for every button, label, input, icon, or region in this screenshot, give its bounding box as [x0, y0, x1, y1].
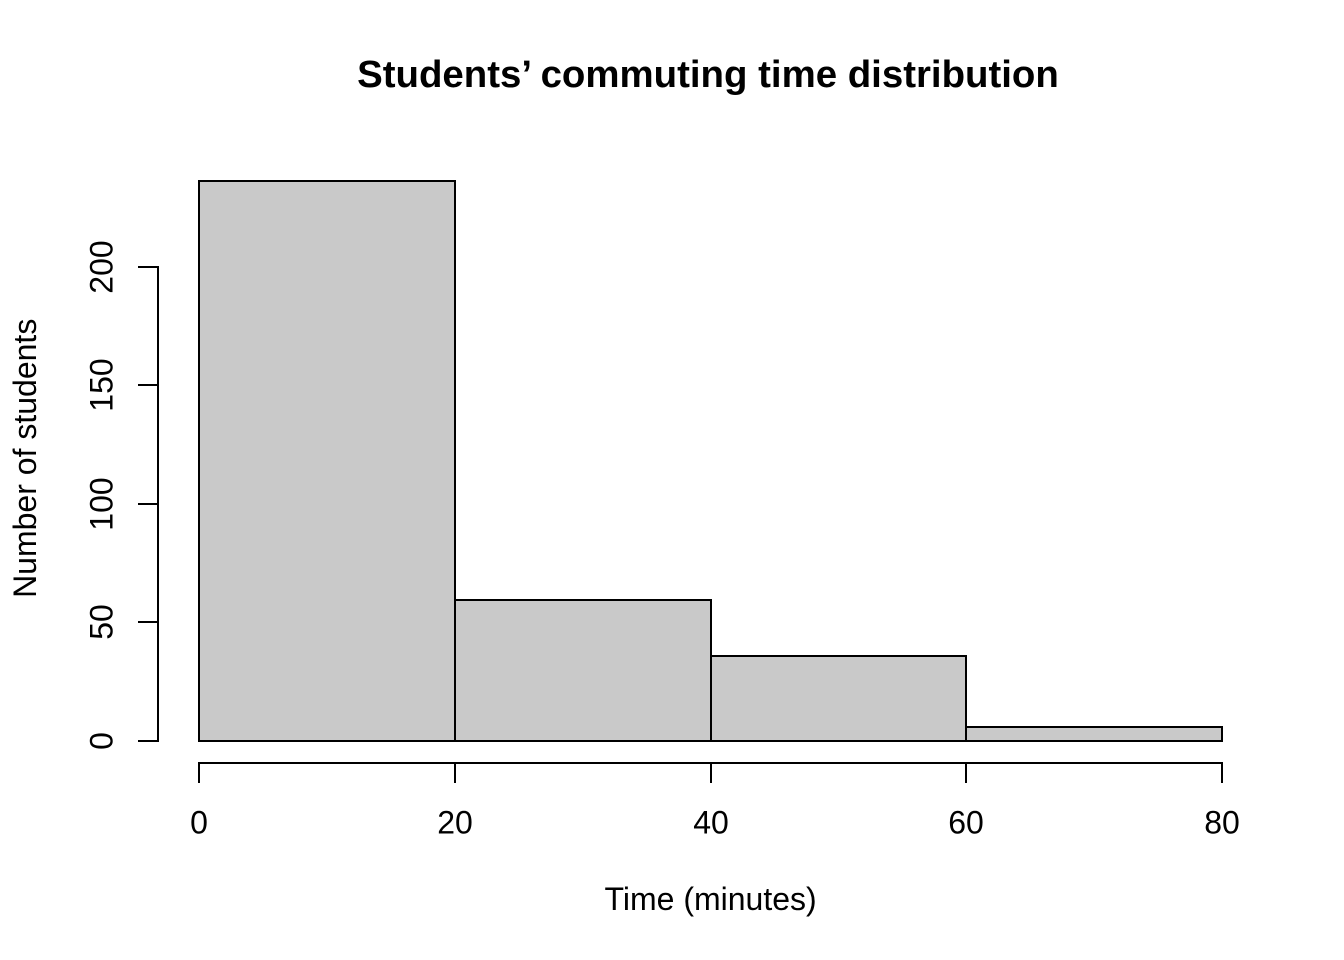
svg-text:0: 0 [190, 805, 208, 841]
svg-text:60: 60 [948, 805, 984, 841]
svg-text:50: 50 [84, 604, 120, 640]
svg-text:100: 100 [84, 477, 120, 530]
svg-text:200: 200 [84, 240, 120, 293]
svg-text:20: 20 [437, 805, 473, 841]
svg-text:Time (minutes): Time (minutes) [605, 881, 817, 917]
svg-text:Students’ commuting time distr: Students’ commuting time distribution [357, 53, 1059, 96]
svg-text:Number of students: Number of students [7, 319, 43, 598]
svg-text:0: 0 [84, 732, 120, 750]
svg-text:150: 150 [84, 358, 120, 411]
svg-text:80: 80 [1204, 805, 1240, 841]
svg-text:40: 40 [693, 805, 729, 841]
